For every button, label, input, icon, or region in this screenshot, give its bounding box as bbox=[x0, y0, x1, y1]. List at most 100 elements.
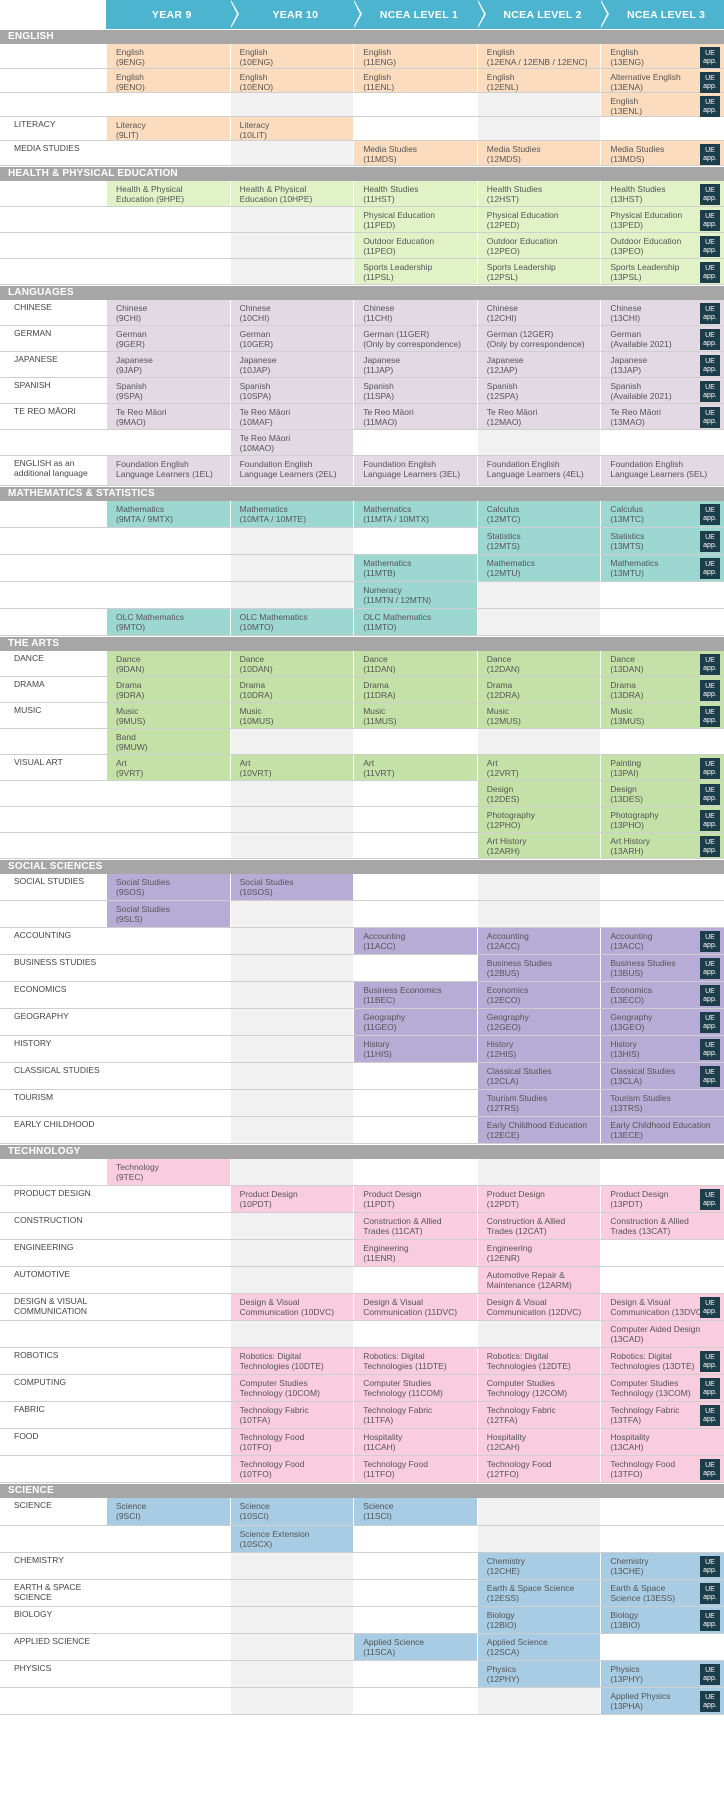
course-row: ENGLISH as an additional language Foundat… bbox=[0, 456, 724, 486]
course-cell: Health & Physical Education (9HPE) bbox=[106, 181, 230, 206]
ue-approved-badge: UE app. bbox=[699, 504, 720, 525]
course-code: (11ACC) bbox=[363, 941, 396, 952]
course-name: History bbox=[363, 1039, 390, 1049]
course-name: Engineering bbox=[486, 1243, 533, 1253]
course-cell: Hospitality (12CAH) bbox=[476, 1429, 601, 1455]
course-code: (9MUW) bbox=[116, 742, 148, 753]
course-code: (11MTB) bbox=[363, 568, 396, 579]
ue-badge-line: UE bbox=[705, 761, 715, 768]
course-name: Japanese bbox=[363, 355, 401, 365]
subject-label bbox=[0, 1159, 106, 1185]
subject-label bbox=[0, 582, 106, 608]
course-row: APPLIED SCIENCE Applied Science (11SCA) App… bbox=[0, 1634, 724, 1661]
course-cell: Social Studies (9SLS) bbox=[106, 901, 230, 927]
course-cell: Mathematics (13MTU) UE app. bbox=[600, 555, 724, 581]
ue-badge-line: UE bbox=[705, 709, 715, 716]
course-code: (11TFA) bbox=[363, 1415, 394, 1426]
course-code: (10SOS) bbox=[239, 887, 273, 898]
course-code: Language Learners (2EL) bbox=[239, 469, 337, 480]
course-code: (9TEC) bbox=[116, 1172, 144, 1183]
course-name: Tourism Studies bbox=[610, 1093, 671, 1103]
course-cell: Music (9MUS) bbox=[106, 703, 230, 728]
ue-badge-line: app. bbox=[703, 1308, 717, 1316]
subject-label bbox=[0, 833, 106, 858]
subject-label bbox=[0, 93, 106, 116]
course-code: (13BIO) bbox=[610, 1620, 641, 1631]
course-code: (10LIT) bbox=[239, 130, 267, 141]
subject-label bbox=[0, 501, 106, 527]
course-cell: Accounting (13ACC) UE app. bbox=[600, 928, 724, 954]
course-code: Language Learners (3EL) bbox=[363, 469, 461, 480]
ue-badge-line: UE bbox=[705, 265, 715, 272]
course-code: (13DAN) bbox=[610, 664, 644, 675]
ue-badge-line: app. bbox=[703, 795, 717, 803]
subject-label: ENGINEERING bbox=[14, 1242, 74, 1252]
empty-cell bbox=[229, 1321, 354, 1347]
course-name: Te Reo Māori bbox=[610, 407, 661, 417]
course-code: (10TFO) bbox=[239, 1442, 272, 1453]
course-code: (10TFA) bbox=[239, 1415, 271, 1426]
ue-badge-line: app. bbox=[703, 1023, 717, 1031]
subject-label bbox=[0, 1526, 106, 1552]
course-cell: Te Reo Māori (10MAO) bbox=[229, 430, 354, 455]
course-cell: Design (13DES) UE app. bbox=[600, 781, 724, 806]
empty-cell bbox=[229, 1607, 354, 1633]
course-cell: Accounting (12ACC) bbox=[476, 928, 601, 954]
course-cell: German (10GER) bbox=[229, 326, 354, 351]
subject-label bbox=[0, 430, 106, 455]
ue-badge-line: UE bbox=[705, 332, 715, 339]
course-code: (13ECO) bbox=[610, 995, 644, 1006]
ue-approved-badge: UE app. bbox=[699, 355, 720, 376]
course-name: Geography bbox=[363, 1012, 406, 1022]
empty-cell bbox=[476, 1159, 601, 1185]
course-code: (11SCA) bbox=[363, 1647, 396, 1658]
empty-cell bbox=[353, 874, 477, 900]
course-name: Science bbox=[363, 1501, 394, 1511]
course-name: German bbox=[239, 329, 271, 339]
course-row: TOURISM Tourism Studies (12TRS) Tourism Stu… bbox=[0, 1090, 724, 1117]
course-name: Physical Education bbox=[486, 210, 559, 220]
ue-badge-line: UE bbox=[705, 213, 715, 220]
course-cell: English (11ENL) bbox=[353, 69, 477, 92]
course-name: Health & Physical bbox=[239, 184, 307, 194]
course-cell: English (9ENO) bbox=[106, 69, 230, 92]
course-code: (10DAN) bbox=[239, 664, 273, 675]
course-code: (9VRT) bbox=[116, 768, 144, 779]
ue-badge-line: UE bbox=[705, 1354, 715, 1361]
course-name: Chinese bbox=[239, 303, 271, 313]
course-cell: Dance (9DAN) bbox=[106, 651, 230, 676]
empty-cell bbox=[229, 1240, 354, 1266]
course-name: Photography bbox=[610, 810, 659, 820]
course-name: Biology bbox=[486, 1610, 515, 1620]
course-row: CHEMISTRY Chemistry (12CHE) Chemistry (13CHE… bbox=[0, 1553, 724, 1580]
course-name: Classical Studies bbox=[610, 1066, 676, 1076]
course-code: (12MTS) bbox=[486, 541, 520, 552]
course-code: (13CAD) bbox=[610, 1334, 644, 1345]
section-header: LANGUAGES bbox=[0, 286, 724, 300]
course-code: Technologies (12DTE) bbox=[486, 1361, 571, 1372]
course-code: (13TFA) bbox=[610, 1415, 642, 1426]
section-header: SCIENCE bbox=[0, 1484, 724, 1498]
course-code: (9MUS) bbox=[116, 716, 146, 727]
empty-cell bbox=[229, 833, 354, 858]
course-code: Technology (13COM) bbox=[610, 1388, 691, 1399]
subject-label: COMPUTING bbox=[14, 1377, 66, 1387]
header-corner bbox=[0, 0, 106, 29]
subject-label: GEOGRAPHY bbox=[14, 1011, 69, 1021]
course-name: German (12GER) bbox=[486, 329, 554, 339]
course-name: English bbox=[363, 47, 392, 57]
course-row: HISTORY History (11HIS) History (12HIS) Histo… bbox=[0, 1036, 724, 1063]
ue-badge-line: app. bbox=[703, 1675, 717, 1683]
course-code: (13ECE) bbox=[610, 1130, 643, 1141]
empty-cell bbox=[600, 729, 724, 754]
course-name: Te Reo Māori bbox=[486, 407, 538, 417]
course-name: Art bbox=[116, 758, 127, 768]
course-row: Health & Physical Education (9HPE) Health … bbox=[0, 181, 724, 207]
empty-cell bbox=[229, 1553, 354, 1579]
course-cell: Earth & Space Science (13ESS) UE app. bbox=[600, 1580, 724, 1606]
course-cell: Statistics (12MTS) bbox=[476, 528, 601, 554]
course-cell: English (13ENG) UE app. bbox=[600, 44, 724, 68]
course-name: Japanese bbox=[610, 355, 648, 365]
course-cell: Alternative English (13ENA) UE app. bbox=[600, 69, 724, 93]
ue-approved-badge: UE app. bbox=[699, 47, 720, 68]
